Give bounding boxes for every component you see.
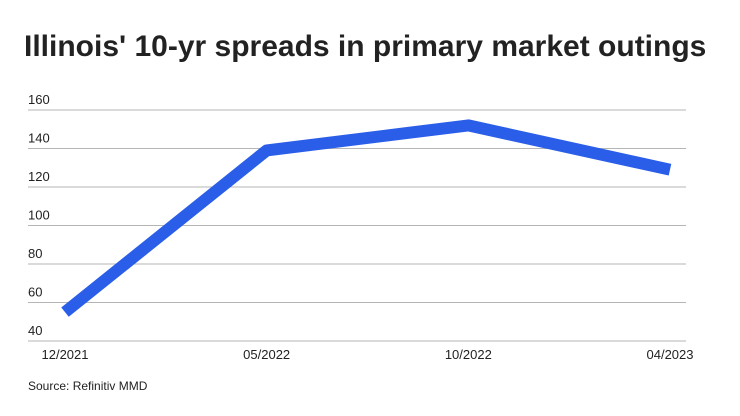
x-tick-label: 10/2022 bbox=[445, 347, 492, 362]
y-tick-label: 120 bbox=[28, 169, 50, 184]
y-tick-label: 80 bbox=[28, 246, 42, 261]
data-line bbox=[61, 119, 672, 317]
source-note: Source: Refinitiv MMD bbox=[28, 379, 148, 393]
chart-title: Illinois' 10-yr spreads in primary marke… bbox=[24, 30, 706, 63]
x-tick-label: 05/2022 bbox=[243, 347, 290, 362]
y-tick-label: 100 bbox=[28, 208, 50, 223]
x-tick-label: 12/2021 bbox=[42, 347, 89, 362]
y-tick-label: 60 bbox=[28, 285, 42, 300]
y-tick-label: 40 bbox=[28, 323, 42, 338]
y-tick-label: 140 bbox=[28, 131, 50, 146]
y-tick-label: 160 bbox=[28, 92, 50, 107]
x-tick-label: 04/2023 bbox=[647, 347, 694, 362]
